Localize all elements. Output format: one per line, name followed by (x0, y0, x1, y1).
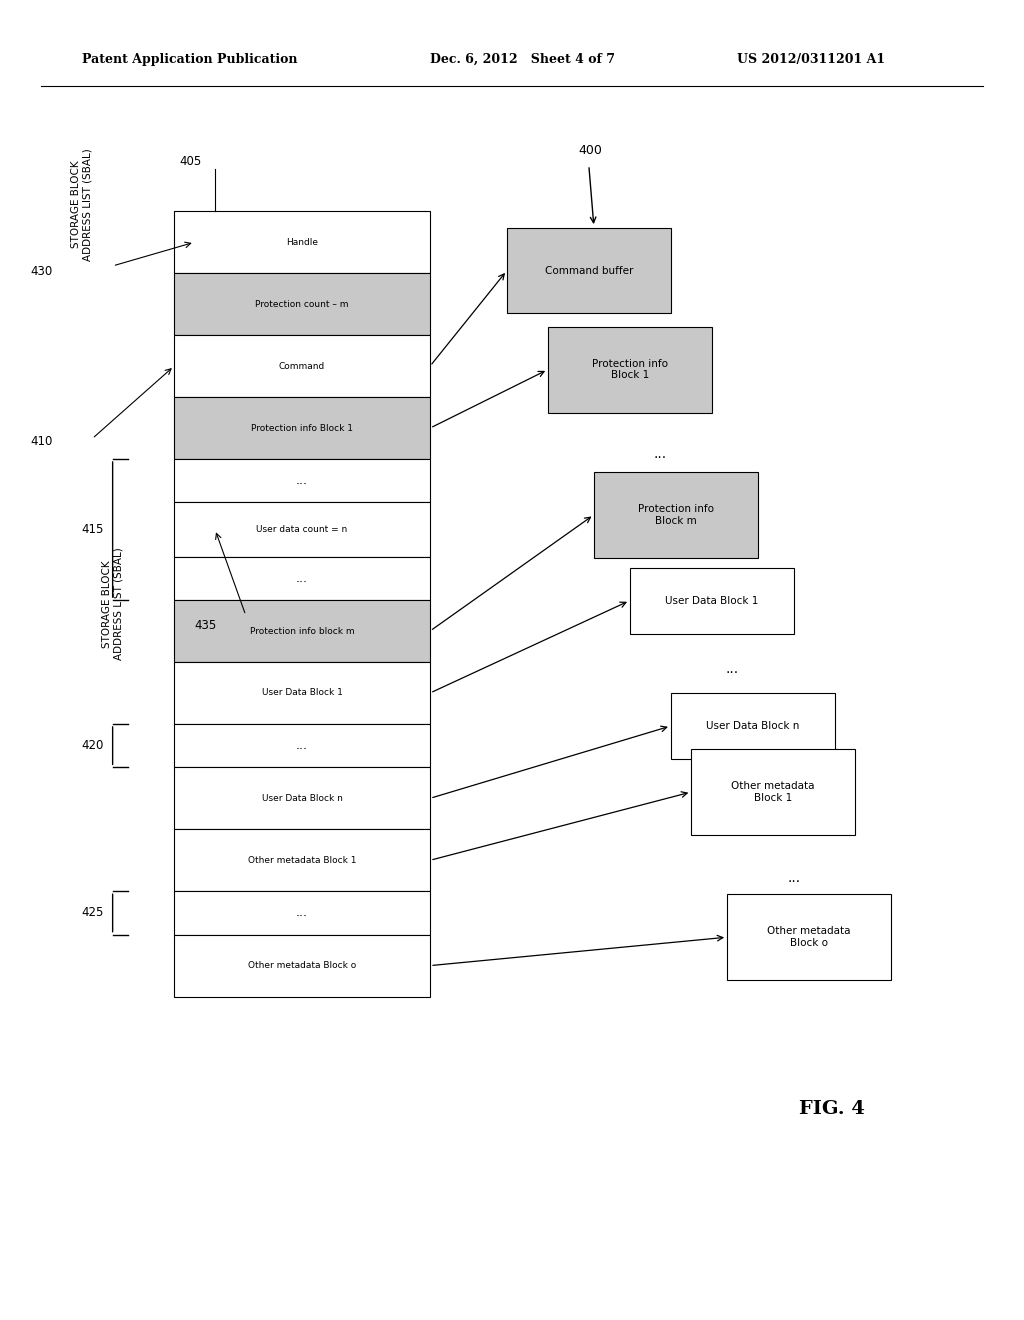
Text: 415: 415 (81, 523, 103, 536)
FancyBboxPatch shape (174, 891, 430, 935)
FancyBboxPatch shape (174, 335, 430, 397)
Text: User Data Block 1: User Data Block 1 (665, 595, 759, 606)
FancyBboxPatch shape (174, 503, 430, 557)
Text: Other metadata Block o: Other metadata Block o (248, 961, 356, 970)
FancyBboxPatch shape (174, 601, 430, 663)
Text: Protection info
Block m: Protection info Block m (638, 504, 714, 525)
Text: Protection info Block 1: Protection info Block 1 (251, 424, 353, 433)
Text: FIG. 4: FIG. 4 (799, 1100, 864, 1118)
FancyBboxPatch shape (174, 663, 430, 723)
Text: 410: 410 (31, 436, 53, 449)
Text: User Data Block n: User Data Block n (706, 721, 800, 731)
Text: Patent Application Publication: Patent Application Publication (82, 53, 297, 66)
Text: STORAGE BLOCK
ADDRESS LIST (SBAL): STORAGE BLOCK ADDRESS LIST (SBAL) (101, 548, 124, 660)
Text: 405: 405 (179, 154, 202, 168)
FancyBboxPatch shape (174, 397, 430, 459)
Text: US 2012/0311201 A1: US 2012/0311201 A1 (737, 53, 886, 66)
FancyBboxPatch shape (174, 723, 430, 767)
FancyBboxPatch shape (548, 327, 712, 412)
Text: Protection count – m: Protection count – m (255, 300, 349, 309)
Text: Other metadata
Block o: Other metadata Block o (767, 927, 851, 948)
Text: ...: ... (296, 739, 308, 752)
Text: Command buffer: Command buffer (545, 265, 633, 276)
Text: ...: ... (296, 474, 308, 487)
FancyBboxPatch shape (174, 211, 430, 273)
Text: User Data Block n: User Data Block n (262, 793, 342, 803)
FancyBboxPatch shape (174, 273, 430, 335)
Text: ...: ... (726, 663, 738, 676)
Text: Protection info
Block 1: Protection info Block 1 (592, 359, 668, 380)
FancyBboxPatch shape (174, 829, 430, 891)
Text: 420: 420 (81, 739, 103, 752)
Text: Other metadata Block 1: Other metadata Block 1 (248, 855, 356, 865)
FancyBboxPatch shape (594, 471, 758, 557)
FancyBboxPatch shape (630, 568, 794, 634)
Text: ...: ... (296, 907, 308, 920)
FancyBboxPatch shape (671, 693, 835, 759)
FancyBboxPatch shape (507, 227, 671, 313)
FancyBboxPatch shape (727, 895, 891, 979)
FancyBboxPatch shape (174, 459, 430, 503)
Text: 430: 430 (31, 265, 53, 279)
Text: Dec. 6, 2012   Sheet 4 of 7: Dec. 6, 2012 Sheet 4 of 7 (430, 53, 615, 66)
Text: 425: 425 (81, 907, 103, 920)
Text: ...: ... (787, 871, 800, 884)
Text: Command: Command (279, 362, 326, 371)
Text: STORAGE BLOCK
ADDRESS LIST (SBAL): STORAGE BLOCK ADDRESS LIST (SBAL) (71, 148, 93, 261)
Text: ...: ... (296, 572, 308, 585)
Text: Protection info block m: Protection info block m (250, 627, 354, 635)
FancyBboxPatch shape (174, 935, 430, 997)
Text: 400: 400 (579, 144, 602, 157)
FancyBboxPatch shape (174, 767, 430, 829)
FancyBboxPatch shape (691, 748, 855, 834)
Text: ...: ... (654, 447, 667, 461)
FancyBboxPatch shape (174, 557, 430, 601)
Text: 435: 435 (195, 619, 217, 631)
Text: Other metadata
Block 1: Other metadata Block 1 (731, 781, 815, 803)
Text: Handle: Handle (286, 238, 318, 247)
Text: User data count = n: User data count = n (256, 525, 348, 535)
Text: User Data Block 1: User Data Block 1 (262, 689, 342, 697)
